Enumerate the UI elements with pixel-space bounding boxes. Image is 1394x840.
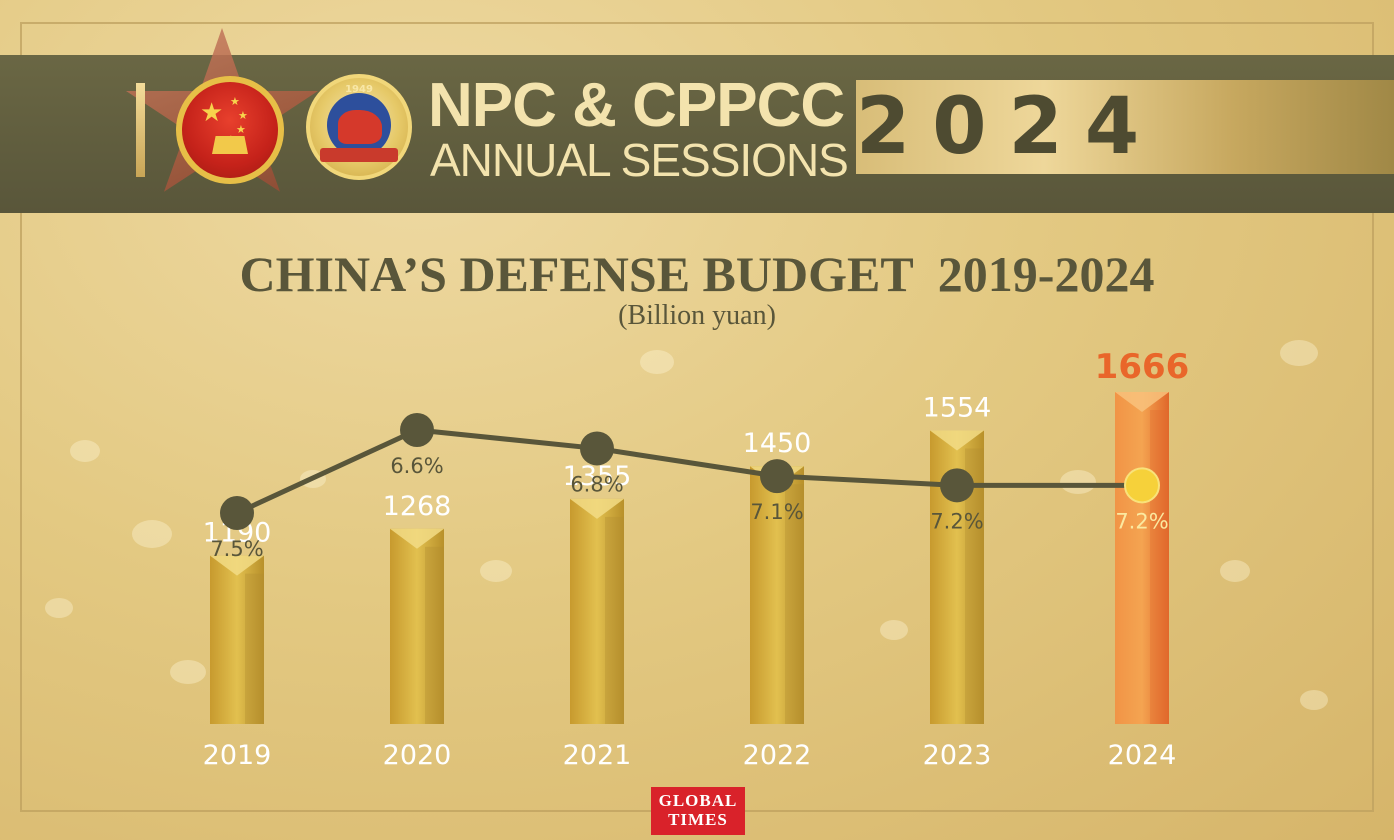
bar-shade-2022 <box>785 484 804 724</box>
budget-bar-2024 <box>1115 392 1169 724</box>
growth-rate-label-2019: 7.5% <box>210 537 263 561</box>
background-bubble <box>1280 340 1318 366</box>
bar-shade-2024 <box>1150 410 1169 724</box>
chart-title: CHINA’S DEFENSE BUDGET 2019-2024 <box>239 246 1155 302</box>
growth-rate-label-2024: 7.2% <box>1115 509 1168 533</box>
bar-shade-2020 <box>425 546 444 724</box>
growth-rate-line <box>235 427 1142 516</box>
bar-cap-2020 <box>390 528 444 549</box>
budget-bar-2019 <box>210 555 264 724</box>
bar-value-label-2023: 1554 <box>923 392 992 423</box>
bar-value-label-2021: 1355 <box>563 461 632 492</box>
growth-rate-label-2020: 6.6% <box>390 454 443 478</box>
growth-point-2024 <box>1124 467 1160 504</box>
bar-shade-2023 <box>965 448 984 724</box>
background-bubble <box>45 598 73 618</box>
bar-cap-2023 <box>930 430 984 451</box>
global-times-logo: GLOBAL TIMES <box>651 787 745 835</box>
background-bubble <box>1300 690 1328 710</box>
x-tick-label-2023: 2023 <box>923 740 992 771</box>
bar-value-label-2022: 1450 <box>743 428 812 459</box>
x-tick-label-2019: 2019 <box>203 740 272 771</box>
bar-cap-2024 <box>1115 392 1169 412</box>
bar-value-label-2024: 1666 <box>1095 347 1190 387</box>
growth-rate-label-2022: 7.1% <box>750 500 803 524</box>
background-bubble <box>170 660 206 684</box>
growth-point-2020 <box>400 413 434 447</box>
growth-point-2019 <box>220 496 254 530</box>
growth-rate-label-2023: 7.2% <box>930 509 983 533</box>
growth-rate-label-2021: 6.8% <box>570 472 623 496</box>
x-tick-label-2022: 2022 <box>743 740 812 771</box>
bar-cap-2021 <box>570 498 624 519</box>
background-bubble <box>640 350 674 374</box>
header-year: 2024 <box>856 82 1162 172</box>
budget-bar-2020 <box>390 528 444 724</box>
background-bubble <box>480 560 512 582</box>
bar-cap-2019 <box>210 555 264 576</box>
growth-point-2021 <box>580 431 614 466</box>
chart-subtitle: (Billion yuan) <box>618 300 776 331</box>
x-tick-label-2020: 2020 <box>383 740 452 771</box>
growth-point-2023 <box>940 468 974 503</box>
bar-value-label-2020: 1268 <box>383 491 452 522</box>
budget-bar-2021 <box>570 498 624 724</box>
logo-line2: TIMES <box>668 810 728 829</box>
national-emblem-icon: ★ ★ ★ ★ ★ <box>176 76 284 184</box>
background-bubble <box>70 440 100 462</box>
x-tick-label-2021: 2021 <box>563 740 632 771</box>
x-tick-label-2024: 2024 <box>1108 740 1177 771</box>
banner-accent-bar <box>136 83 145 177</box>
background-bubble <box>1220 560 1250 582</box>
bar-shade-2021 <box>605 516 624 724</box>
sessions-subtitle: ANNUAL SESSIONS <box>430 134 849 186</box>
year-plaque <box>856 80 1394 174</box>
background-bubble <box>1060 470 1096 494</box>
background-bubble <box>132 520 172 548</box>
cppcc-emblem-year: 1949 <box>345 84 373 95</box>
background-bubble <box>880 620 908 640</box>
cppcc-emblem-icon: 1949 <box>306 74 412 180</box>
budget-bar-2022 <box>750 466 804 724</box>
sessions-title: NPC & CPPCC <box>428 71 845 140</box>
logo-line1: GLOBAL <box>658 791 738 810</box>
bar-shade-2019 <box>245 573 264 724</box>
growth-point-2022 <box>760 459 794 494</box>
